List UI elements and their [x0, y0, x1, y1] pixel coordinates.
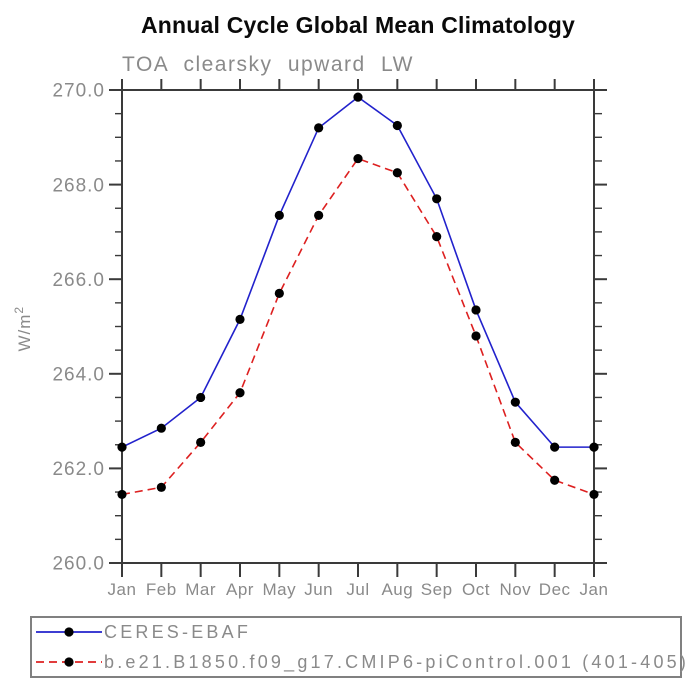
data-point	[353, 153, 363, 164]
x-tick-label: Sep	[421, 580, 453, 599]
x-tick-label: Oct	[462, 580, 490, 599]
x-tick-label: Jan	[108, 580, 137, 599]
data-point	[432, 232, 442, 242]
data-point	[235, 388, 245, 398]
data-point	[353, 92, 363, 102]
y-tick-label: 264.0	[52, 364, 105, 385]
data-point	[156, 423, 166, 433]
data-point	[589, 442, 599, 452]
data-point	[550, 475, 560, 485]
y-tick-label: 260.0	[52, 554, 105, 575]
legend-label: b.e21.B1850.f09_g17.CMIP6-piControl.001 …	[104, 652, 690, 673]
x-tick-label: Nov	[499, 580, 531, 599]
x-tick-label: Aug	[381, 580, 413, 599]
x-tick-label: Jan	[580, 580, 609, 599]
chart-subtitle: TOA clearsky upward LW	[122, 53, 414, 76]
data-point	[274, 210, 284, 220]
data-point	[156, 482, 166, 492]
series-line-0	[121, 96, 594, 448]
y-tick-label: 268.0	[52, 175, 105, 196]
data-point	[550, 442, 560, 452]
x-tick-label: Dec	[539, 580, 571, 599]
data-point	[314, 210, 324, 220]
plot-area: Jan Feb Mar Apr May Jun Jul Aug Sep Oct Nov Dec Jan2…	[12, 79, 609, 599]
data-point	[235, 314, 245, 325]
legend-sample-0	[36, 627, 102, 637]
x-tick-label: Feb	[146, 580, 177, 599]
data-point	[314, 123, 324, 133]
y-tick-label: 270.0	[52, 81, 105, 102]
x-tick-label: Jul	[346, 580, 369, 599]
data-point	[510, 397, 520, 407]
y-axis-label: W/m2	[12, 306, 34, 352]
legend-label: CERES-EBAF	[104, 621, 252, 642]
data-point	[196, 392, 206, 403]
x-tick-label: May	[263, 580, 297, 599]
x-tick-label: Apr	[226, 580, 254, 599]
data-point	[471, 305, 481, 315]
legend: CERES-EBAF b.e21.B1850.f09_g17.CMIP6-piCo…	[30, 616, 686, 678]
data-point	[589, 489, 599, 500]
data-point	[274, 288, 284, 298]
chart-title: Annual Cycle Global Mean Climatology	[140, 12, 576, 38]
x-tick-label: Mar	[185, 580, 216, 599]
legend-item: b.e21.B1850.f09_g17.CMIP6-piControl.001 …	[34, 649, 686, 677]
legend-item: CERES-EBAF	[34, 618, 680, 646]
y-tick-label: 262.0	[52, 459, 105, 480]
legend-sample-1	[36, 657, 102, 667]
data-point	[117, 442, 127, 452]
data-point	[117, 489, 127, 500]
data-point	[471, 331, 481, 341]
data-point	[432, 194, 442, 204]
series-line-1	[121, 157, 595, 496]
y-tick-label: 266.0	[52, 270, 105, 291]
data-point	[392, 168, 402, 178]
data-point	[392, 120, 402, 131]
data-point	[196, 437, 206, 447]
data-point	[510, 437, 520, 447]
x-tick-label: Jun	[304, 580, 333, 599]
